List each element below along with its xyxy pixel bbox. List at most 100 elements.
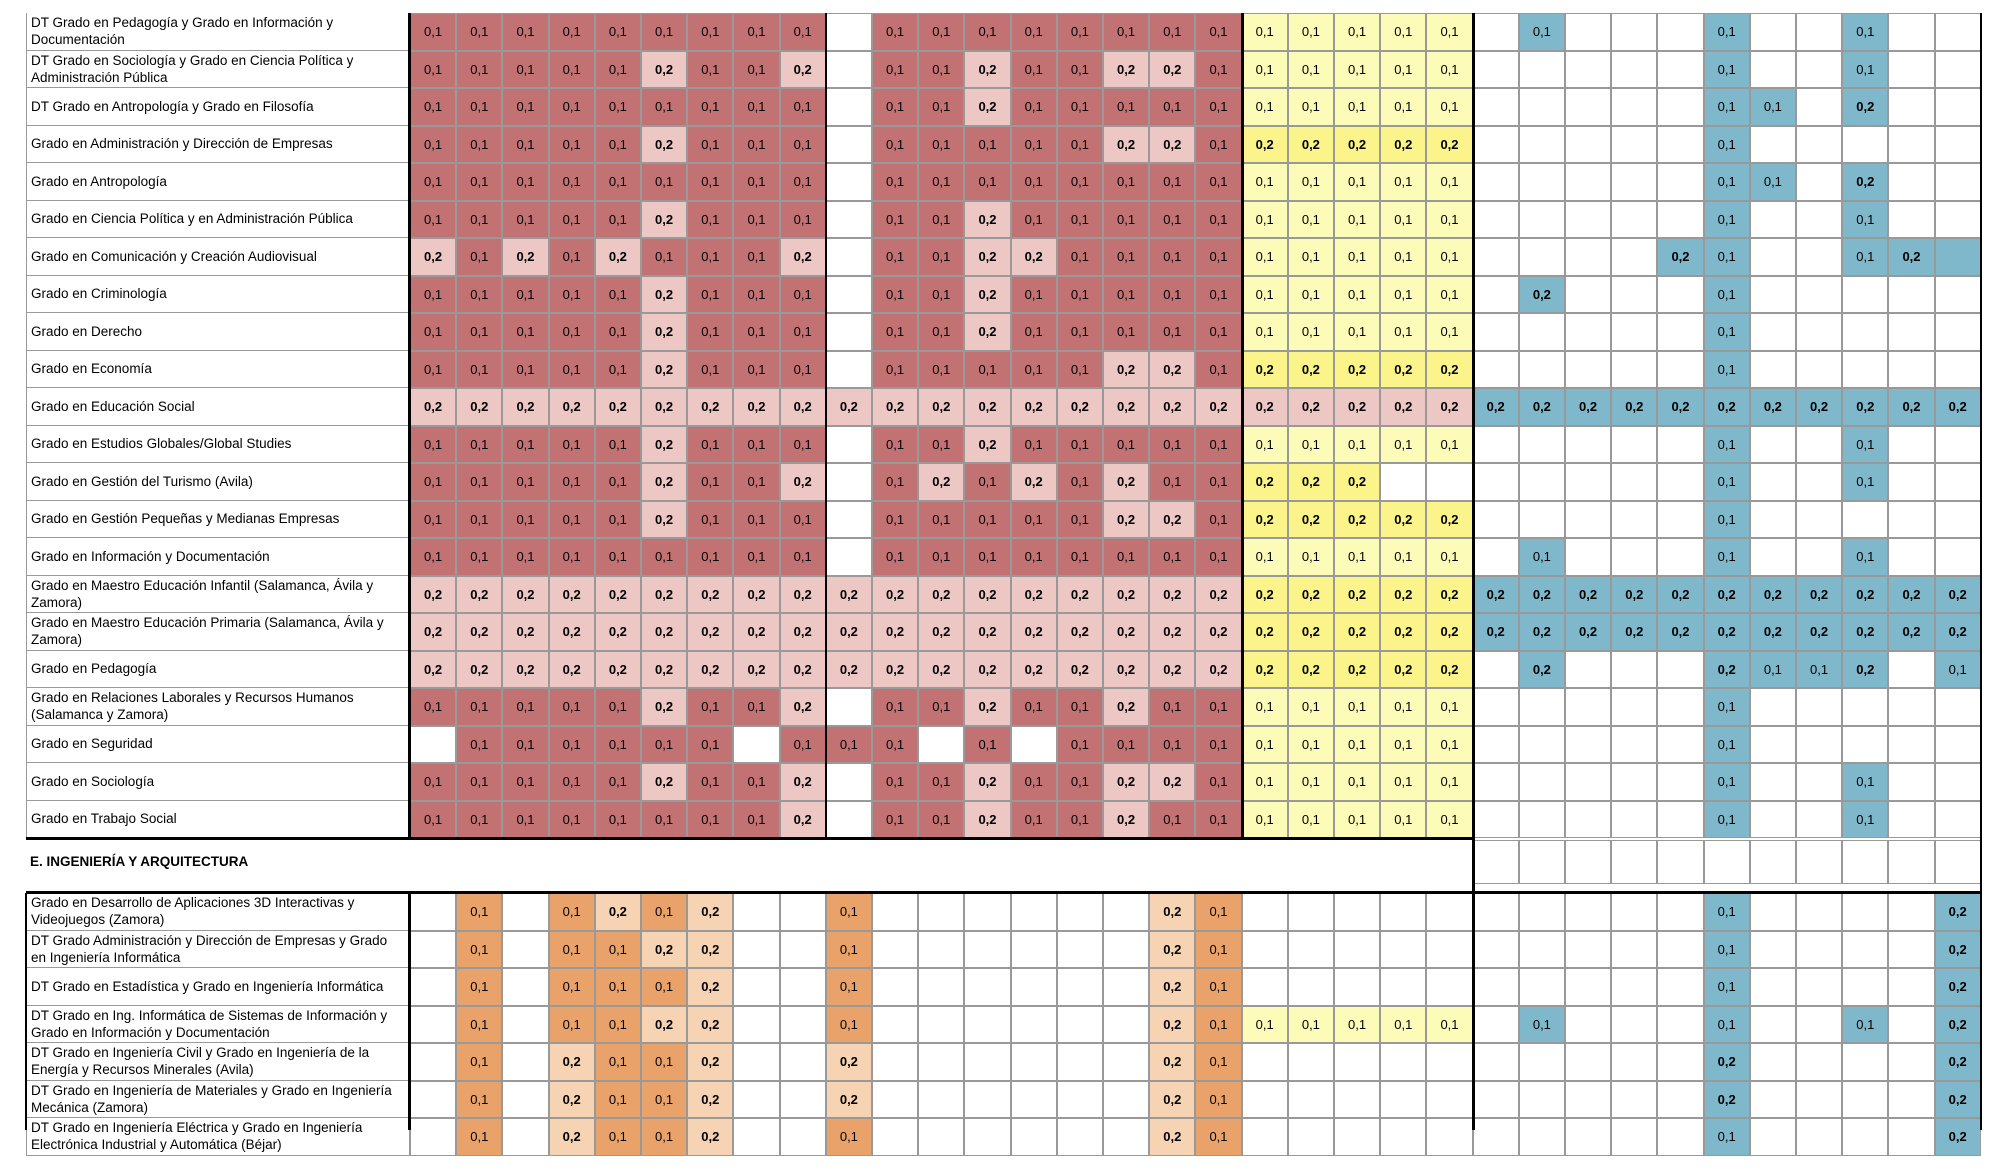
red-cell: 0,1 <box>502 13 549 51</box>
blue-cell <box>1749 1005 1796 1043</box>
yellow-cell <box>1334 1043 1381 1081</box>
yellow-cell <box>1426 893 1473 931</box>
yellow-cell: 0,1 <box>1287 275 1334 313</box>
orange-cell: 0,1 <box>1195 1080 1242 1118</box>
red-cell: 0,2 <box>964 425 1011 463</box>
red-cell: 0,1 <box>687 538 734 576</box>
row-label: Grado en Derecho <box>26 313 410 351</box>
red-cell: 0,1 <box>594 800 641 838</box>
red-cell: 0,2 <box>502 613 549 651</box>
blue-cell <box>1888 1118 1935 1156</box>
red-cell: 0,2 <box>641 463 688 501</box>
red-cell: 0,1 <box>641 13 688 51</box>
red-cell: 0,2 <box>641 350 688 388</box>
blue-cell: 0,2 <box>1518 613 1565 651</box>
orange-cell <box>410 1080 457 1118</box>
blue-cell <box>1934 800 1981 838</box>
orange-cell: 0,2 <box>1149 893 1196 931</box>
red-cell: 0,1 <box>1056 313 1103 351</box>
blue-cell <box>1842 968 1889 1006</box>
red-cell: 0,2 <box>964 575 1011 613</box>
red-cell: 0,1 <box>687 13 734 51</box>
blue-cell <box>1657 313 1704 351</box>
red-cell: 0,2 <box>1149 50 1196 88</box>
yellow-cell: 0,1 <box>1287 425 1334 463</box>
blue-cell <box>1518 968 1565 1006</box>
row-label: Grado en Información y Documentación <box>26 538 410 576</box>
divider <box>1979 13 1982 1130</box>
row-label: DT Grado en Pedagogía y Grado en Informa… <box>26 13 410 51</box>
red-cell <box>1010 725 1057 763</box>
blue-cell <box>1888 800 1935 838</box>
blue-cell <box>1842 725 1889 763</box>
red-cell: 0,1 <box>733 688 780 726</box>
blue-cell <box>1657 88 1704 126</box>
red-cell: 0,1 <box>1010 163 1057 201</box>
blue-cell <box>1796 725 1843 763</box>
blue-cell <box>1842 350 1889 388</box>
red-cell: 0,2 <box>548 650 595 688</box>
yellow-cell: 0,2 <box>1380 350 1427 388</box>
red-cell: 0,2 <box>1149 350 1196 388</box>
red-cell: 0,2 <box>1149 650 1196 688</box>
blue-cell <box>1472 725 1519 763</box>
blue-cell <box>1749 1118 1796 1156</box>
blue-cell: 0,1 <box>1842 425 1889 463</box>
yellow-cell: 0,1 <box>1241 50 1288 88</box>
orange-cell <box>1056 893 1103 931</box>
red-cell: 0,1 <box>410 50 457 88</box>
red-cell: 0,1 <box>1103 275 1150 313</box>
yellow-cell: 0,2 <box>1334 388 1381 426</box>
yellow-cell: 0,1 <box>1426 50 1473 88</box>
red-cell: 0,2 <box>1149 125 1196 163</box>
blue-cell <box>1796 800 1843 838</box>
red-cell: 0,1 <box>964 350 1011 388</box>
orange-cell: 0,1 <box>456 1005 503 1043</box>
red-cell: 0,2 <box>1103 388 1150 426</box>
red-cell: 0,1 <box>1056 800 1103 838</box>
red-cell: 0,2 <box>872 575 919 613</box>
red-cell: 0,2 <box>1103 463 1150 501</box>
red-cell <box>918 725 965 763</box>
red-cell: 0,1 <box>687 163 734 201</box>
red-cell: 0,2 <box>964 763 1011 801</box>
orange-cell: 0,2 <box>548 1118 595 1156</box>
blue-cell <box>1472 800 1519 838</box>
blue-cell <box>1518 50 1565 88</box>
empty-cell <box>1472 840 1519 884</box>
empty-cell <box>1703 840 1750 884</box>
blue-cell: 0,1 <box>1703 968 1750 1006</box>
yellow-cell: 0,1 <box>1287 763 1334 801</box>
red-cell: 0,2 <box>1103 125 1150 163</box>
yellow-cell <box>1426 968 1473 1006</box>
yellow-cell <box>1334 1080 1381 1118</box>
red-cell: 0,2 <box>410 575 457 613</box>
red-cell: 0,1 <box>548 50 595 88</box>
red-cell: 0,1 <box>1195 13 1242 51</box>
red-cell: 0,1 <box>1010 538 1057 576</box>
blue-cell <box>1888 763 1935 801</box>
yellow-cell: 0,1 <box>1241 688 1288 726</box>
yellow-cell <box>1426 1080 1473 1118</box>
red-cell: 0,2 <box>641 425 688 463</box>
red-cell: 0,1 <box>733 13 780 51</box>
blue-cell <box>1611 425 1658 463</box>
blue-cell <box>1565 1118 1612 1156</box>
red-cell: 0,2 <box>918 613 965 651</box>
blue-cell: 0,2 <box>1703 1080 1750 1118</box>
red-cell: 0,1 <box>872 50 919 88</box>
orange-cell <box>1010 1080 1057 1118</box>
red-cell: 0,1 <box>502 725 549 763</box>
blue-cell: 0,2 <box>1934 1118 1981 1156</box>
red-cell: 0,2 <box>456 613 503 651</box>
red-cell: 0,1 <box>964 538 1011 576</box>
blue-cell: 0,1 <box>1749 650 1796 688</box>
blue-cell <box>1472 313 1519 351</box>
red-cell: 0,1 <box>1056 200 1103 238</box>
orange-cell <box>502 968 549 1006</box>
yellow-cell: 0,2 <box>1426 125 1473 163</box>
yellow-cell: 0,1 <box>1334 725 1381 763</box>
red-cell: 0,1 <box>779 88 826 126</box>
blue-cell <box>1472 500 1519 538</box>
